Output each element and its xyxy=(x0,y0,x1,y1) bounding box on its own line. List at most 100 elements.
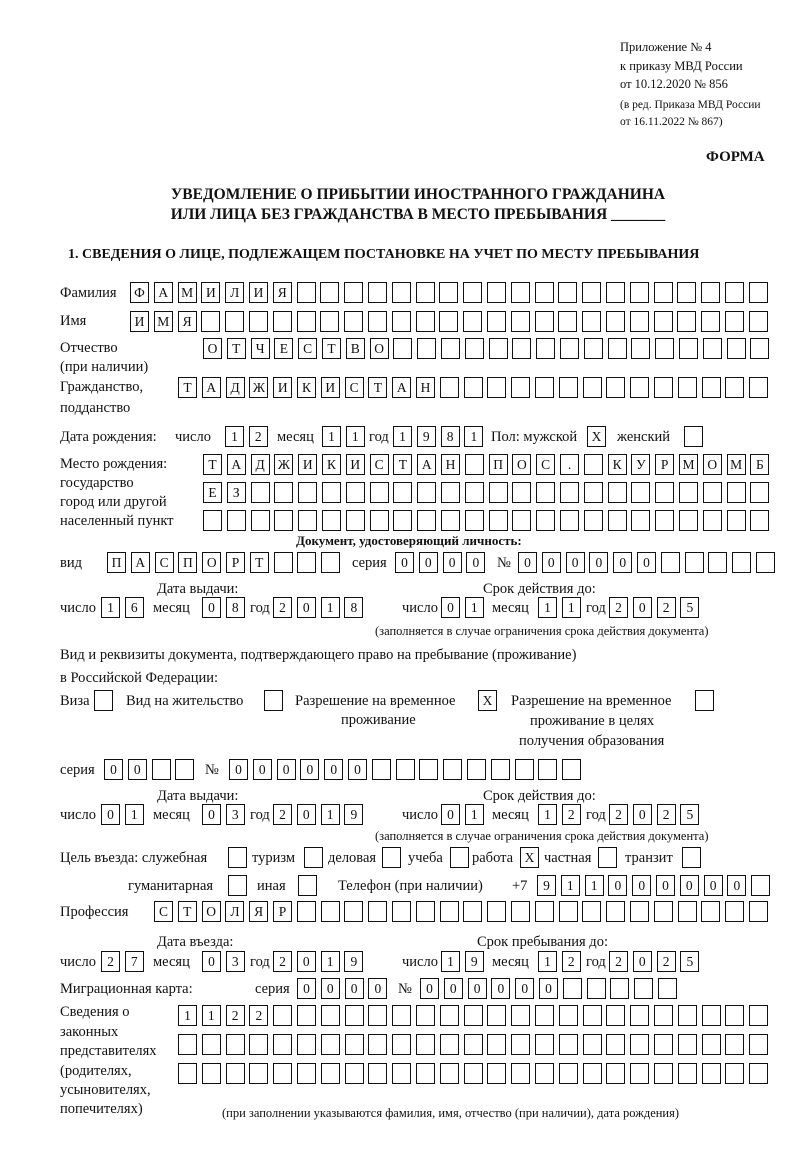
char-cell[interactable] xyxy=(320,1005,340,1026)
char-cell[interactable] xyxy=(392,901,411,922)
char-cell[interactable] xyxy=(487,377,507,398)
char-cell[interactable]: 0 xyxy=(539,978,558,999)
char-cell[interactable] xyxy=(654,1034,673,1055)
char-cell[interactable] xyxy=(514,759,534,780)
char-cell[interactable] xyxy=(583,454,603,475)
char-cell[interactable] xyxy=(725,1063,745,1084)
char-cell[interactable] xyxy=(558,377,578,398)
char-cell[interactable]: 5 xyxy=(680,951,700,972)
char-cell[interactable]: 0 xyxy=(297,978,316,999)
char-cell[interactable] xyxy=(487,1034,507,1055)
checkbox-cell[interactable] xyxy=(298,875,317,896)
char-cell[interactable] xyxy=(511,1034,531,1055)
char-cell[interactable]: 0 xyxy=(632,597,652,618)
checkbox-cell[interactable] xyxy=(94,690,113,711)
char-cell[interactable] xyxy=(534,901,554,922)
char-cell[interactable]: Ч xyxy=(250,338,270,359)
char-cell[interactable] xyxy=(510,311,530,332)
char-cell[interactable] xyxy=(583,338,603,359)
char-cell[interactable]: 0 xyxy=(466,552,486,573)
char-cell[interactable]: 0 xyxy=(656,875,675,896)
char-cell[interactable] xyxy=(630,377,650,398)
char-cell[interactable]: А xyxy=(226,454,246,475)
char-cell[interactable]: 1 xyxy=(538,804,557,825)
char-cell[interactable] xyxy=(443,759,463,780)
char-cell[interactable]: Т xyxy=(177,901,197,922)
char-cell[interactable] xyxy=(750,338,770,359)
char-cell[interactable] xyxy=(725,377,745,398)
char-cell[interactable] xyxy=(679,338,698,359)
char-cell[interactable] xyxy=(655,482,675,503)
char-cell[interactable]: 0 xyxy=(368,978,388,999)
char-cell[interactable]: 0 xyxy=(202,951,221,972)
char-cell[interactable]: 0 xyxy=(296,804,316,825)
char-cell[interactable] xyxy=(607,338,627,359)
char-cell[interactable] xyxy=(631,510,651,531)
char-cell[interactable] xyxy=(536,338,556,359)
char-cell[interactable] xyxy=(701,1034,721,1055)
char-cell[interactable]: Е xyxy=(274,338,294,359)
char-cell[interactable] xyxy=(631,338,651,359)
char-cell[interactable] xyxy=(630,1005,650,1026)
char-cell[interactable] xyxy=(558,1063,578,1084)
char-cell[interactable] xyxy=(416,1063,435,1084)
char-cell[interactable]: Т xyxy=(226,338,246,359)
char-cell[interactable] xyxy=(582,1063,602,1084)
char-cell[interactable]: 0 xyxy=(589,552,609,573)
char-cell[interactable]: 0 xyxy=(252,759,272,780)
char-cell[interactable] xyxy=(320,282,340,303)
char-cell[interactable]: И xyxy=(130,311,149,332)
char-cell[interactable] xyxy=(441,482,460,503)
char-cell[interactable]: 0 xyxy=(324,759,344,780)
char-cell[interactable]: М xyxy=(177,282,197,303)
char-cell[interactable] xyxy=(272,311,292,332)
char-cell[interactable] xyxy=(320,901,340,922)
checkbox-cell[interactable] xyxy=(304,847,323,868)
char-cell[interactable] xyxy=(658,978,677,999)
char-cell[interactable]: 2 xyxy=(609,804,628,825)
char-cell[interactable]: 2 xyxy=(225,1005,245,1026)
char-cell[interactable] xyxy=(606,1063,626,1084)
char-cell[interactable] xyxy=(677,1034,697,1055)
char-cell[interactable] xyxy=(441,510,460,531)
char-cell[interactable]: К xyxy=(322,454,341,475)
char-cell[interactable] xyxy=(702,338,722,359)
char-cell[interactable]: М xyxy=(679,454,698,475)
char-cell[interactable]: О xyxy=(202,552,222,573)
char-cell[interactable]: 0 xyxy=(276,759,296,780)
char-cell[interactable]: 1 xyxy=(201,1005,221,1026)
char-cell[interactable] xyxy=(701,282,721,303)
char-cell[interactable]: 9 xyxy=(537,875,556,896)
char-cell[interactable] xyxy=(701,377,721,398)
char-cell[interactable]: 0 xyxy=(344,978,364,999)
char-cell[interactable] xyxy=(417,338,437,359)
char-cell[interactable]: И xyxy=(345,454,365,475)
char-cell[interactable] xyxy=(582,1034,602,1055)
char-cell[interactable]: 1 xyxy=(538,951,557,972)
char-cell[interactable] xyxy=(201,1034,221,1055)
char-cell[interactable] xyxy=(392,1063,412,1084)
char-cell[interactable] xyxy=(607,510,627,531)
char-cell[interactable] xyxy=(464,510,484,531)
char-cell[interactable]: 1 xyxy=(560,875,580,896)
char-cell[interactable]: 0 xyxy=(632,875,652,896)
char-cell[interactable] xyxy=(756,552,775,573)
char-cell[interactable]: О xyxy=(369,338,389,359)
char-cell[interactable] xyxy=(439,311,459,332)
checkbox-cell[interactable]: X xyxy=(520,847,539,868)
char-cell[interactable] xyxy=(701,1005,721,1026)
char-cell[interactable] xyxy=(749,1005,769,1026)
char-cell[interactable]: Т xyxy=(178,377,197,398)
char-cell[interactable]: 1 xyxy=(584,875,604,896)
char-cell[interactable]: 2 xyxy=(561,804,581,825)
char-cell[interactable] xyxy=(487,1063,507,1084)
char-cell[interactable]: П xyxy=(178,552,198,573)
char-cell[interactable] xyxy=(298,482,318,503)
char-cell[interactable]: В xyxy=(345,338,365,359)
char-cell[interactable]: 2 xyxy=(249,1005,269,1026)
char-cell[interactable]: 0 xyxy=(443,978,463,999)
char-cell[interactable]: С xyxy=(344,377,364,398)
checkbox-cell[interactable] xyxy=(450,847,469,868)
char-cell[interactable]: 9 xyxy=(344,951,364,972)
char-cell[interactable] xyxy=(512,482,532,503)
